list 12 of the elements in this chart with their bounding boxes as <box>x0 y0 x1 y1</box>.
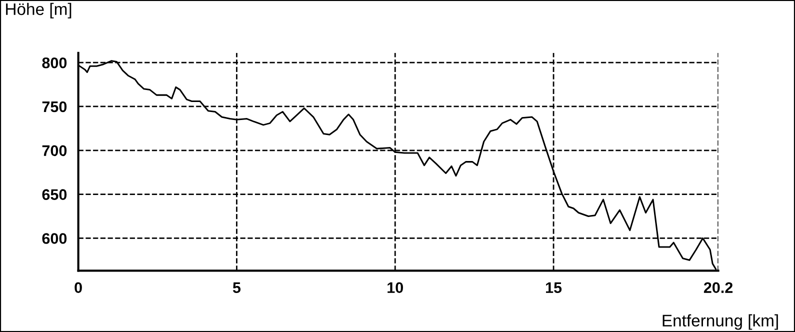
x-tick-label: 15 <box>546 282 562 294</box>
y-tick-label: 750 <box>42 101 67 112</box>
x-tick-label: 0 <box>74 282 82 294</box>
x-tick-label: 10 <box>388 282 403 294</box>
y-tick-label: 600 <box>42 233 67 244</box>
x-tick-label: 5 <box>232 282 241 294</box>
y-axis-title: Höhe [m] <box>6 2 72 18</box>
x-axis-title: Entfernung [km] <box>662 314 778 330</box>
y-tick-label: 650 <box>42 189 67 200</box>
x-tick-label: 20.2 <box>704 282 733 294</box>
y-tick-label: 800 <box>42 57 67 68</box>
y-tick-label: 700 <box>42 145 67 156</box>
